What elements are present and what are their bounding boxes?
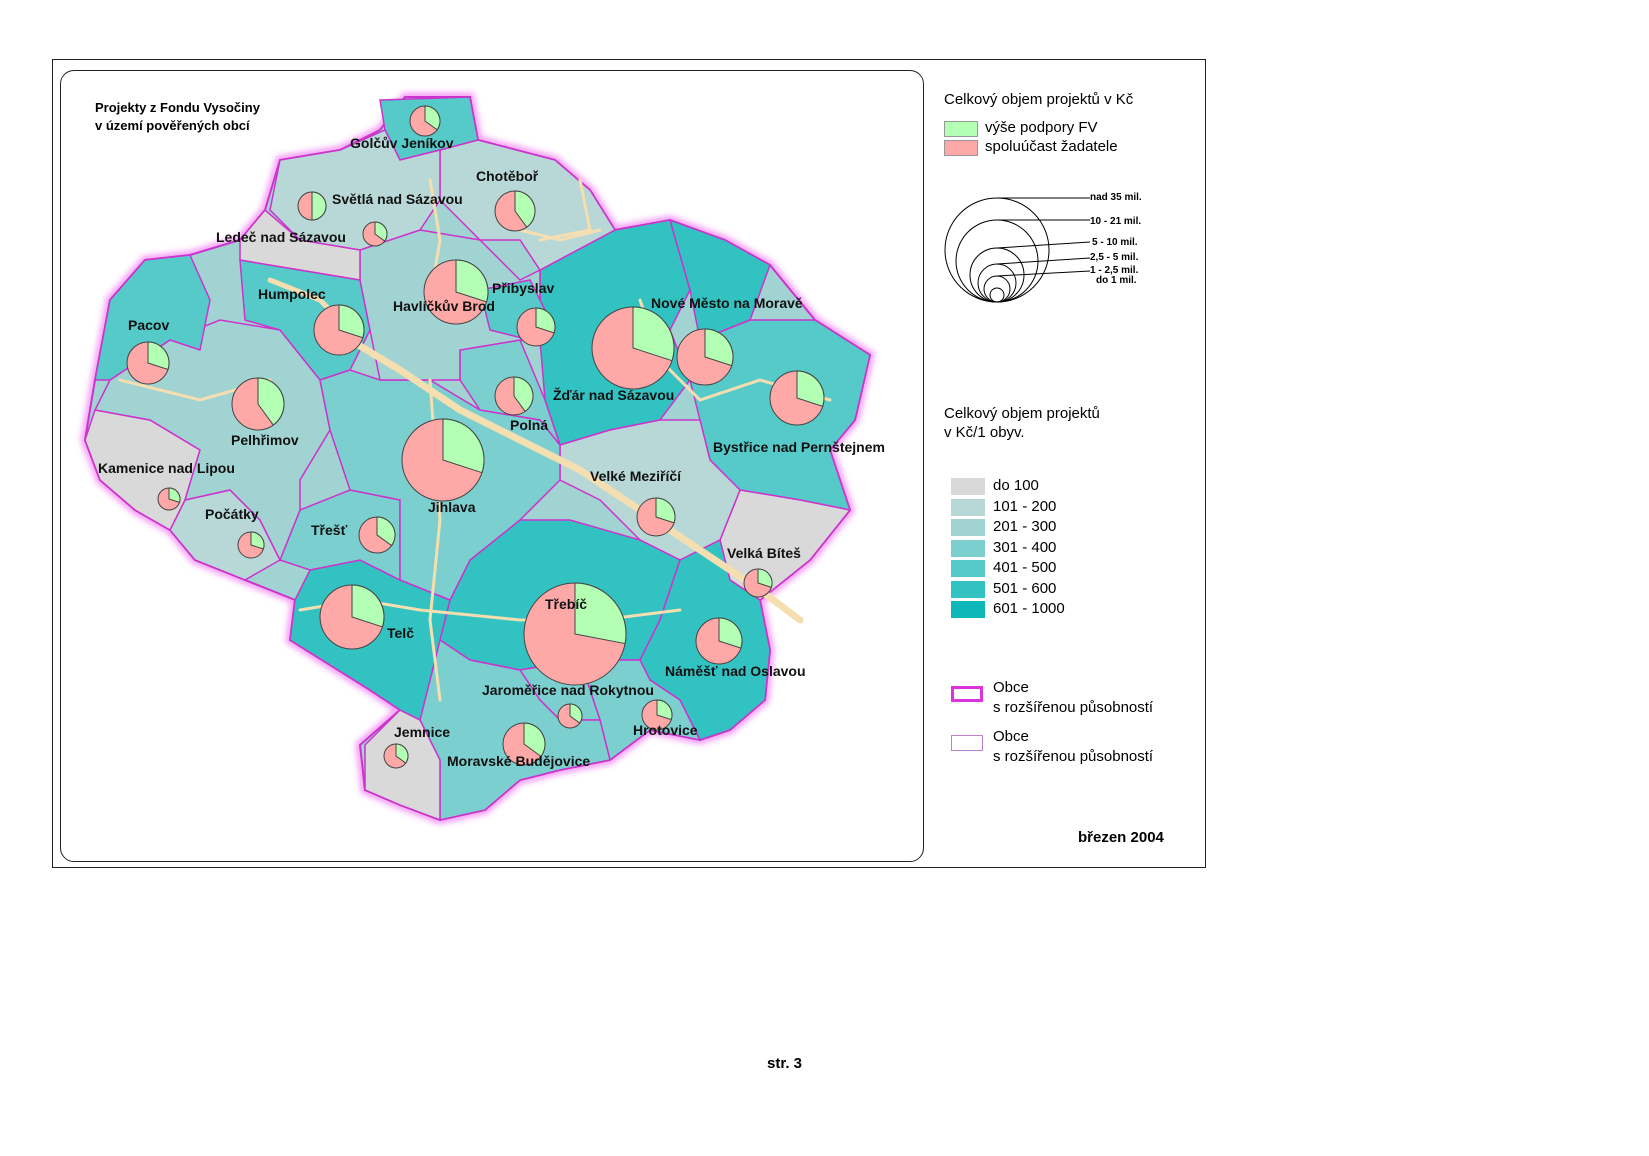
- legend-choropleth-swatch: [951, 560, 985, 577]
- legend-pou-line2: s rozšířenou působností: [993, 748, 1154, 765]
- legend-orp-line1: Obce: [993, 679, 1029, 696]
- pie-fv-support: [632, 306, 675, 362]
- legend-swatch-pou-boundary: [951, 735, 983, 751]
- pie-fv-support: [257, 377, 285, 426]
- map-title-line2: v území pověřených obcí: [95, 118, 250, 133]
- pie-fv-support: [718, 617, 743, 649]
- legend-choropleth-swatch: [951, 519, 985, 536]
- legend-orp-line2: s rozšířenou působností: [993, 699, 1154, 716]
- pie-fv-support: [424, 105, 441, 131]
- town-label: Jihlava: [428, 499, 476, 515]
- legend-label-applicant-share: spoluúčast žadatele: [985, 138, 1118, 155]
- legend-swatch-applicant-share: [944, 140, 978, 156]
- pie-fv-support: [395, 743, 409, 764]
- pie-fv-support: [338, 304, 365, 339]
- town-label: Žďár nad Sázavou: [553, 386, 674, 403]
- pie-fv-support: [376, 516, 396, 547]
- town-label: Chotěboř: [476, 168, 539, 184]
- legend-choropleth-swatch: [951, 539, 985, 557]
- pie-fv-support: [455, 259, 489, 303]
- town-labels: Golčův Jeníkov Chotěboř Světlá nad Sázavou…: [98, 135, 885, 769]
- pie-fv-support: [168, 487, 181, 504]
- pie-fv-support: [147, 341, 170, 371]
- legend-choropleth-label: do 100: [993, 477, 1039, 494]
- pie-charts: [126, 105, 825, 769]
- town-label: Telč: [387, 625, 414, 641]
- pie-fv-support: [535, 307, 556, 334]
- page-number: str. 3: [767, 1055, 803, 1072]
- town-label: Polná: [510, 417, 548, 433]
- town-label: Moravské Budějovice: [447, 753, 590, 769]
- town-label: Velké Meziříčí: [590, 468, 682, 484]
- legend-size-35: nad 35 mil.: [1090, 192, 1142, 203]
- pie-fv-support: [704, 328, 734, 367]
- legend-choropleth-title-1: Celkový objem projektů: [944, 405, 1100, 422]
- map-title-line1: Projekty z Fondu Vysočiny: [95, 100, 260, 115]
- town-label: Pelhřimov: [231, 432, 299, 448]
- legend-choropleth-label: 601 - 1000: [993, 600, 1065, 617]
- town-label: Náměšť nad Oslavou: [665, 663, 806, 679]
- town-label: Přibyslav: [492, 280, 554, 296]
- pie-fv-support: [513, 376, 534, 413]
- map-panel: [60, 70, 924, 862]
- town-label: Počátky: [205, 506, 259, 522]
- legend-swatch-fv-support: [944, 121, 978, 137]
- town-label: Jaroměřice nad Rokytnou: [482, 682, 654, 698]
- legend-size-10-21: 10 - 21 mil.: [1090, 216, 1142, 227]
- pie-fv-support: [655, 497, 676, 524]
- legend-size-5-10: 5 - 10 mil.: [1092, 237, 1138, 248]
- pie-fv-support: [374, 221, 388, 242]
- town-label: Golčův Jeníkov: [350, 135, 454, 151]
- legend-choropleth-label: 101 - 200: [993, 497, 1057, 515]
- pie-fv-support: [757, 568, 773, 588]
- town-label: Pacov: [128, 317, 169, 333]
- legend-pie-title: Celkový objem projektů v Kč: [944, 91, 1134, 108]
- legend-choropleth-label: 401 - 500: [993, 559, 1057, 576]
- pie-fv-support: [250, 531, 265, 550]
- town-label: Třebíč: [545, 596, 587, 612]
- pie-fv-support: [796, 370, 825, 407]
- legend-choropleth-swatch: [951, 580, 985, 598]
- district-velke-mezirici: [559, 419, 741, 561]
- legend-label-fv-support: výše podpory FV: [985, 119, 1098, 136]
- town-label: Humpolec: [258, 286, 326, 302]
- town-label: Ledeč nad Sázavou: [216, 229, 346, 245]
- pie-fv-support: [523, 722, 546, 758]
- legend-choropleth-label: 501 - 600: [993, 579, 1057, 597]
- legend-choropleth-swatch: [951, 601, 985, 618]
- map-date: březen 2004: [1078, 829, 1164, 846]
- town-label: Hrotovice: [633, 722, 698, 738]
- legend-size-1-2: 1 - 2,5 mil.: [1090, 265, 1139, 276]
- legend-choropleth-label: 201 - 300: [993, 518, 1057, 535]
- pie-fv-support: [656, 699, 673, 721]
- legend-size-circles: [944, 197, 1091, 303]
- town-label: Bystřice nad Pernštejnem: [713, 439, 885, 455]
- legend-pou-line1: Obce: [993, 728, 1029, 745]
- pie-fv-support: [569, 703, 583, 724]
- legend-choropleth-label: 301 - 400: [993, 538, 1057, 556]
- town-label: Nové Město na Moravě: [651, 295, 803, 311]
- pie-fv-support: [574, 582, 627, 645]
- legend-size-2-5: 2,5 - 5 mil.: [1090, 252, 1139, 263]
- pie-fv-support: [514, 190, 536, 228]
- pie-fv-support: [311, 191, 327, 221]
- town-label: Jemnice: [394, 724, 450, 740]
- legend-swatch-orp-boundary: [951, 686, 983, 702]
- district-ledec: [239, 208, 361, 281]
- town-label: Kamenice nad Lipou: [98, 460, 235, 476]
- legend-choropleth-swatch: [951, 498, 985, 516]
- legend-choropleth-title-2: v Kč/1 obyv.: [944, 424, 1025, 441]
- town-label: Třešť: [311, 522, 348, 538]
- legend-choropleth-swatch: [951, 478, 985, 495]
- legend-size-under-1: do 1 mil.: [1096, 275, 1137, 286]
- town-label: Světlá nad Sázavou: [332, 191, 463, 207]
- town-label: Velká Bíteš: [727, 545, 801, 561]
- pie-fv-support: [351, 584, 385, 628]
- town-label: Havlíčkův Brod: [393, 298, 495, 314]
- pie-fv-support: [442, 418, 485, 474]
- map-sheet-frame: [52, 59, 1206, 868]
